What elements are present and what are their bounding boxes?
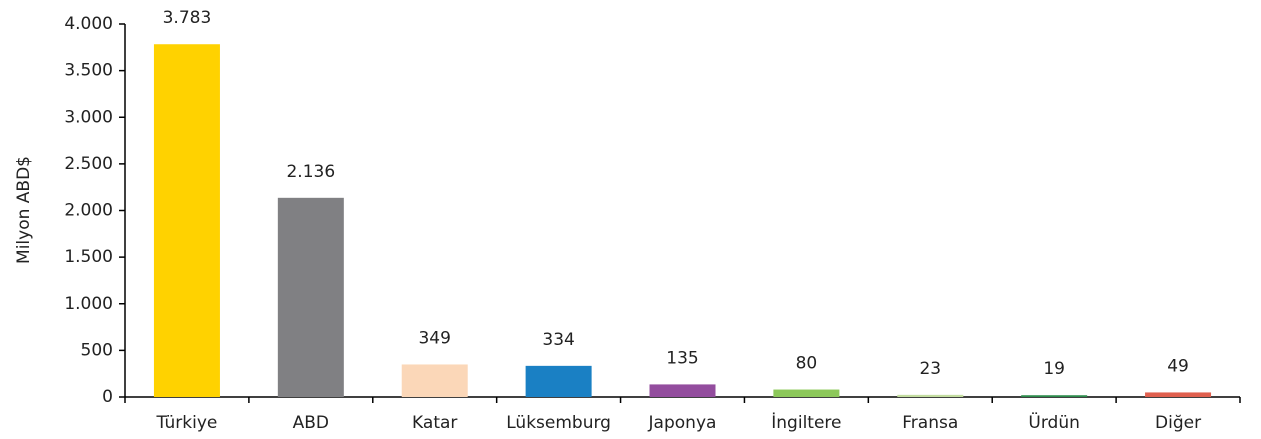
x-tick-label: Türkiye	[155, 413, 217, 433]
x-tick-label: Ürdün	[1028, 411, 1079, 433]
bar	[1021, 395, 1088, 397]
data-label: 80	[796, 354, 818, 374]
bar	[277, 197, 344, 397]
x-tick-label: Katar	[412, 413, 457, 433]
y-tick-label: 1.500	[64, 247, 113, 267]
x-tick-label: İngiltere	[771, 412, 841, 433]
data-label: 49	[1167, 356, 1189, 376]
data-label: 334	[542, 330, 574, 350]
data-label: 2.136	[286, 162, 335, 182]
y-tick-label: 4.000	[64, 14, 113, 34]
bar	[401, 364, 468, 397]
y-tick-label: 0	[102, 387, 113, 407]
x-tick-label: Diğer	[1155, 413, 1201, 433]
y-axis-label: Milyon ABD$	[14, 156, 34, 264]
y-tick-label: 1.000	[64, 294, 113, 314]
data-label: 135	[666, 348, 698, 368]
x-tick-label: Fransa	[902, 413, 958, 433]
data-label: 23	[919, 359, 941, 379]
bar	[153, 44, 220, 397]
x-tick-label: Lüksemburg	[506, 413, 611, 433]
data-label: 19	[1043, 359, 1065, 379]
y-tick-label: 2.500	[64, 154, 113, 174]
bar	[897, 394, 964, 397]
y-tick-label: 3.500	[64, 61, 113, 81]
bar	[649, 384, 716, 397]
bar	[773, 389, 840, 397]
bar	[525, 365, 592, 397]
bar	[1145, 392, 1212, 397]
data-label: 349	[418, 328, 450, 348]
x-tick-label: Japonya	[648, 413, 717, 433]
x-tick-label: ABD	[293, 413, 329, 433]
y-tick-label: 500	[81, 340, 113, 360]
data-label: 3.783	[163, 8, 212, 28]
y-tick-label: 2.000	[64, 201, 113, 221]
y-tick-label: 3.000	[64, 107, 113, 127]
